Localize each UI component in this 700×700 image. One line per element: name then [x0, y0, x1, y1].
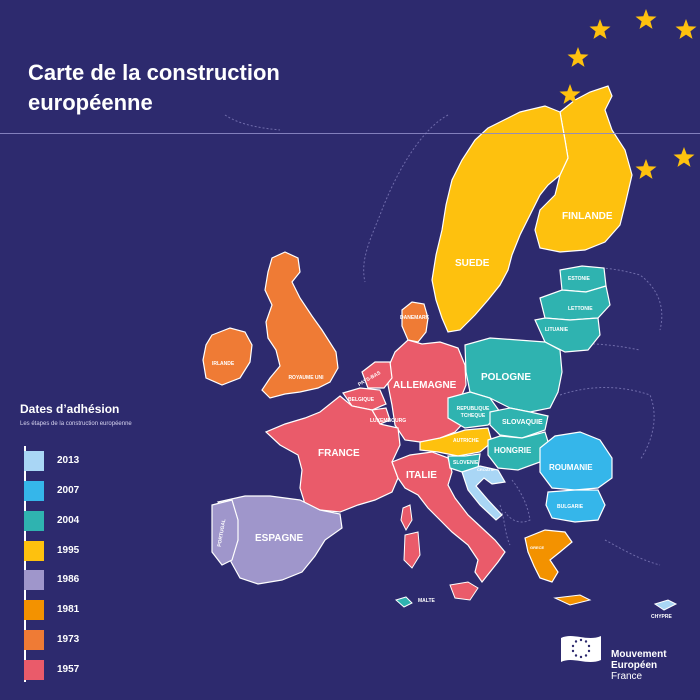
country-finlande[interactable]: [534, 85, 633, 253]
title-divider: [0, 133, 700, 134]
country-autriche[interactable]: [419, 427, 493, 457]
country-suede[interactable]: [431, 105, 569, 333]
legend-year: 1981: [57, 604, 80, 615]
legend-swatch: [24, 660, 44, 680]
label-republique-tcheque: REPUBLIQUE TCHEQUE: [456, 406, 490, 419]
label-suede: SUEDE: [455, 258, 490, 269]
country-royaume-uni[interactable]: [261, 251, 339, 399]
legend-year: 2004: [57, 515, 80, 526]
legend-year: 1986: [57, 574, 80, 585]
label-slovaquie: SLOVAQUIE: [502, 419, 543, 426]
country-danemark[interactable]: [401, 301, 429, 343]
country-italie[interactable]: [391, 451, 506, 584]
country-chypre[interactable]: [653, 599, 678, 611]
star-icon: [559, 84, 581, 104]
eu-flag-icon: [561, 636, 601, 662]
label-irlande: IRLANDE: [212, 361, 235, 367]
label-hongrie: HONGRIE: [494, 446, 532, 455]
legend-swatch: [24, 451, 44, 471]
label-slovenie: SLOVENIE: [453, 460, 479, 466]
legend-subtitle: Les étapes de la construction européenne: [20, 421, 132, 427]
country-croatie[interactable]: [461, 465, 506, 521]
label-lettonie: LETTONIE: [568, 306, 593, 312]
legend-swatch: [24, 630, 44, 650]
legend-swatch: [24, 570, 44, 590]
star-icon: [567, 47, 589, 67]
country-lettonie[interactable]: [539, 285, 611, 321]
label-espagne: ESPAGNE: [255, 533, 304, 544]
country-irlande[interactable]: [202, 327, 253, 386]
star-icon: [673, 147, 695, 167]
label-allemagne: ALLEMAGNE: [393, 380, 457, 391]
label-estonie: ESTONIE: [568, 276, 590, 282]
legend-year: 1995: [57, 545, 80, 556]
balkans-outline: [499, 504, 511, 546]
country-grece[interactable]: [524, 529, 573, 583]
label-danemark: DANEMARK: [400, 315, 430, 321]
label-belgique: BELGIQUE: [348, 397, 375, 403]
legend-timeline: [24, 446, 146, 682]
label-roumanie: ROUMANIE: [549, 463, 593, 472]
legend-year: 1957: [57, 664, 80, 675]
brand-logo: Mouvement Européen France: [559, 632, 684, 686]
legend-year: 2007: [57, 485, 80, 496]
norway-outline: [363, 114, 449, 283]
island-crete: [553, 594, 592, 606]
legend-swatch: [24, 600, 44, 620]
island-sicile: [449, 581, 479, 601]
legend-swatch: [24, 511, 44, 531]
label-bulgarie: BULGARIE: [557, 504, 584, 510]
island-sardaigne: [403, 531, 421, 569]
ukraine-outline: [559, 387, 655, 461]
legend-title: Dates d’adhésion: [20, 402, 120, 416]
country-pays-bas[interactable]: [361, 361, 393, 389]
star-icon: [635, 159, 657, 179]
legend-swatch: [24, 481, 44, 501]
brand-name: Mouvement Européen: [611, 649, 667, 671]
legend-swatch: [24, 541, 44, 561]
label-italie: ITALIE: [406, 470, 437, 481]
country-allemagne[interactable]: [387, 339, 469, 443]
legend-year: 2013: [57, 455, 80, 466]
turkey-outline: [604, 539, 661, 566]
star-icon: [589, 19, 611, 39]
label-autriche: AUTRICHE: [453, 438, 479, 444]
label-royaume-uni: ROYAUME UNI: [288, 375, 324, 381]
country-france[interactable]: [264, 395, 401, 513]
star-icon: [594, 141, 616, 161]
label-france: FRANCE: [318, 448, 360, 459]
country-slovaquie[interactable]: [489, 407, 549, 439]
country-bulgarie[interactable]: [545, 489, 606, 523]
brand-country: France: [611, 671, 643, 682]
serbia-outline: [504, 479, 531, 523]
country-portugal[interactable]: [211, 499, 239, 566]
label-luxembourg: LUXEMBOURG: [370, 418, 407, 424]
country-malte[interactable]: [394, 596, 413, 608]
eu-stars: [559, 9, 697, 179]
label-finlande: FINLANDE: [562, 211, 613, 222]
belarus-outline: [564, 343, 641, 351]
label-grece: GRECE: [530, 545, 545, 550]
island-corse: [400, 504, 413, 532]
label-pologne: POLOGNE: [481, 372, 532, 383]
country-roumanie[interactable]: [539, 431, 613, 491]
legend-year: 1973: [57, 634, 80, 645]
iceland-outline: [224, 114, 281, 131]
star-icon: [675, 19, 697, 39]
label-lituanie: LITUANIE: [545, 327, 569, 333]
star-icon: [635, 9, 657, 29]
label-chypre: CHYPRE: [651, 614, 672, 620]
label-croatie: CROATIE: [477, 467, 495, 472]
label-malte: MALTE: [418, 598, 435, 604]
page-title: Carte de la construction européenne: [28, 60, 280, 115]
